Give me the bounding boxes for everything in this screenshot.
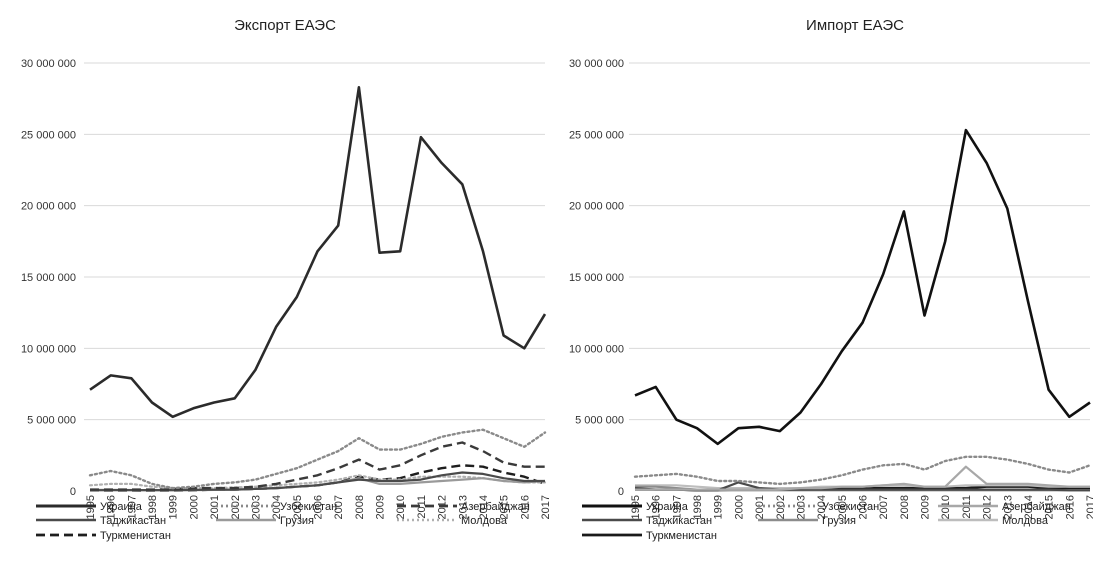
- x-tick-label: 1997: [126, 495, 138, 519]
- series-line: [88, 474, 547, 490]
- x-tick-label: 2011: [416, 495, 428, 519]
- legend-label: Узбекистан: [822, 501, 879, 513]
- x-tick-label: 2004: [271, 495, 283, 519]
- x-tick-label: 1999: [713, 495, 725, 519]
- x-tick-label: 2003: [795, 495, 807, 519]
- x-tick-label: 2013: [457, 495, 469, 519]
- y-tick-label: 10 000 000: [569, 343, 624, 355]
- legend-label: Туркменистан: [100, 530, 171, 542]
- series-line: [635, 465, 1090, 491]
- x-tick-label: 2000: [733, 495, 745, 519]
- y-tick-label: 5 000 000: [575, 415, 624, 427]
- x-tick-label: 2008: [899, 495, 911, 519]
- legend-label: Таджикастан: [646, 515, 712, 527]
- legend-label: Грузия: [822, 515, 856, 527]
- y-tick-label: 30 000 000: [21, 58, 76, 70]
- x-tick-label: 2004: [816, 495, 828, 519]
- series-line: [89, 86, 547, 419]
- legend-label: Украина: [100, 501, 143, 513]
- x-tick-label: 2005: [292, 495, 304, 519]
- x-tick-label: 1997: [671, 495, 683, 519]
- x-tick-label: 2007: [333, 495, 345, 519]
- y-tick-label: 20 000 000: [569, 201, 624, 213]
- legend-label: Украина: [646, 501, 689, 513]
- x-tick-label: 1998: [692, 495, 704, 519]
- legend-label: Молдова: [1002, 515, 1049, 527]
- series-line: [90, 441, 545, 491]
- y-tick-label: 25 000 000: [21, 129, 76, 141]
- y-tick-label: 5 000 000: [27, 415, 76, 427]
- x-tick-label: 1998: [147, 495, 159, 519]
- legend-label: Грузия: [280, 515, 314, 527]
- x-tick-label: 2005: [837, 495, 849, 519]
- x-tick-label: 1999: [168, 495, 180, 519]
- x-tick-label: 2016: [1064, 495, 1076, 519]
- y-tick-label: 10 000 000: [21, 343, 76, 355]
- x-tick-label: 2006: [858, 495, 870, 519]
- x-tick-label: 2016: [519, 495, 531, 519]
- x-tick-label: 2014: [478, 495, 490, 519]
- x-tick-label: 2000: [188, 495, 200, 519]
- x-tick-label: 2014: [1023, 495, 1035, 519]
- series-line: [633, 455, 1092, 486]
- legend-label: Туркменистан: [646, 530, 717, 542]
- x-tick-label: 2013: [1002, 495, 1014, 519]
- x-tick-label: 2002: [775, 495, 787, 519]
- y-tick-label: 25 000 000: [569, 129, 624, 141]
- x-tick-label: 1996: [106, 495, 118, 519]
- legend-label: Молдова: [461, 515, 508, 527]
- legend-label: Таджикастан: [100, 515, 166, 527]
- chart-title: Импорт ЕАЭС: [806, 17, 904, 34]
- x-tick-label: 2006: [313, 495, 325, 519]
- legend-label: Азербайджан: [461, 501, 530, 513]
- x-tick-label: 2009: [375, 495, 387, 519]
- import-chart: Импорт ЕАЭС 0 5 000 000 10 000 000 15 000 00…: [569, 17, 1093, 542]
- x-tick-label: 2001: [754, 495, 766, 519]
- y-tick-label: 0: [618, 486, 624, 498]
- x-tick-label: 2017: [1085, 495, 1093, 519]
- x-tick-label: 2007: [878, 495, 890, 519]
- x-tick-label: 1996: [651, 495, 663, 519]
- y-tick-label: 15 000 000: [21, 272, 76, 284]
- x-tick-label: 2008: [354, 495, 366, 519]
- series-line: [634, 128, 1091, 446]
- legend-label: Узбекистан: [280, 501, 337, 513]
- export-chart: Экспорт ЕАЭС 0 5 000 000 10 000 000 15 000 0…: [21, 17, 552, 542]
- x-tick-label: 2001: [209, 495, 221, 519]
- y-tick-label: 0: [70, 486, 76, 498]
- x-tick-label: 2002: [230, 495, 242, 519]
- x-tick-label: 2017: [540, 495, 552, 519]
- legend-label: Азербайджан: [1002, 501, 1071, 513]
- y-tick-label: 30 000 000: [569, 58, 624, 70]
- y-tick-label: 20 000 000: [21, 201, 76, 213]
- chart-title: Экспорт ЕАЭС: [234, 17, 336, 34]
- x-tick-label: 2009: [920, 495, 932, 519]
- x-tick-label: 2015: [499, 495, 511, 519]
- series-line: [88, 428, 547, 490]
- y-tick-label: 15 000 000: [569, 272, 624, 284]
- x-tick-label: 2015: [1044, 495, 1056, 519]
